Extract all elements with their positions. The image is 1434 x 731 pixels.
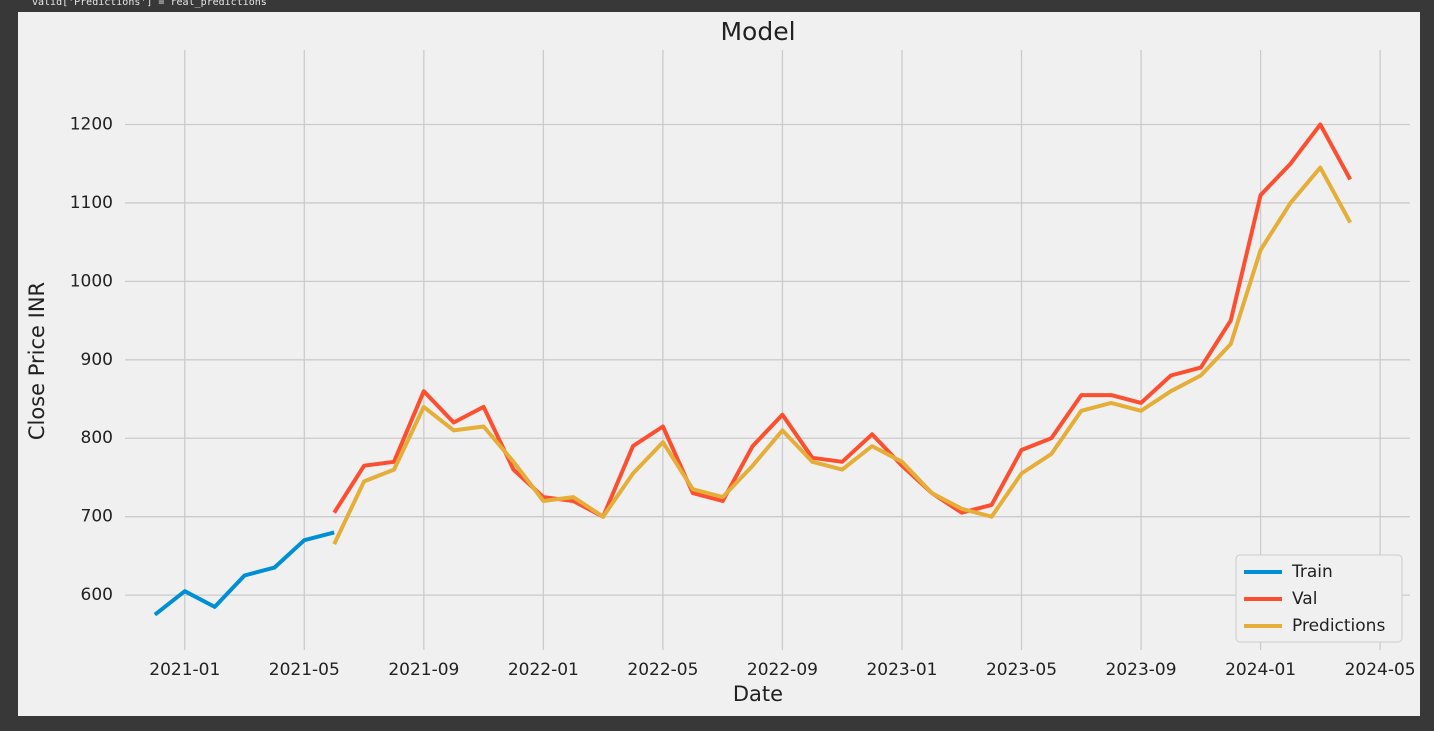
x-tick-label: 2024-05 xyxy=(1345,660,1416,680)
x-tick-label: 2021-09 xyxy=(388,660,459,680)
legend-label: Val xyxy=(1292,589,1317,609)
x-tick-label: 2022-05 xyxy=(627,660,698,680)
y-tick-label: 700 xyxy=(81,507,113,527)
x-tick-label: 2022-09 xyxy=(747,660,818,680)
lines xyxy=(153,122,1352,617)
x-tick-label: 2024-01 xyxy=(1225,660,1296,680)
y-tick-label: 600 xyxy=(81,585,113,605)
y-tick-label: 1200 xyxy=(70,115,113,135)
figure-background xyxy=(18,12,1420,716)
legend-label: Train xyxy=(1291,562,1333,582)
y-tick-label: 800 xyxy=(81,428,113,448)
x-tick-label: 2023-05 xyxy=(986,660,1057,680)
chart-title: Model xyxy=(720,17,795,46)
legend: Train Val Predictions xyxy=(1235,554,1403,643)
grid xyxy=(125,50,1410,650)
x-axis-label: Date xyxy=(733,682,783,706)
x-tick-label: 2022-01 xyxy=(508,660,579,680)
x-tick-label: 2021-01 xyxy=(149,660,220,680)
y-tick-label: 1100 xyxy=(70,193,113,213)
y-tick-label: 1000 xyxy=(70,271,113,291)
legend-label: Predictions xyxy=(1292,616,1385,636)
series-line xyxy=(332,165,1352,545)
x-tick-label: 2023-01 xyxy=(866,660,937,680)
y-tick-label: 900 xyxy=(81,350,113,370)
series-line xyxy=(153,530,335,617)
code-line: valid['Predictions'] = real_predictions xyxy=(32,0,267,8)
x-tick-label: 2023-09 xyxy=(1106,660,1177,680)
x-tick-label: 2021-05 xyxy=(269,660,340,680)
y-axis-label: Close Price INR xyxy=(25,282,49,440)
legend-box xyxy=(1235,554,1403,643)
